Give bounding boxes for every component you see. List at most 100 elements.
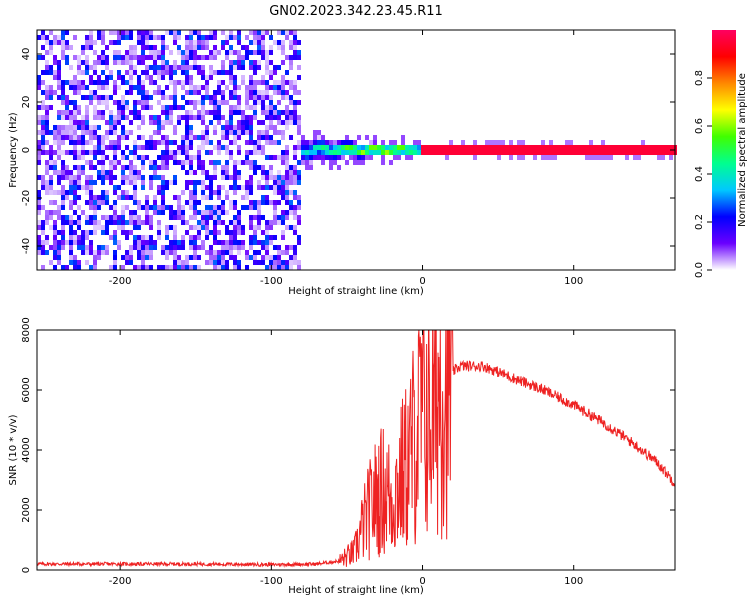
spectrogram-cell: [617, 150, 621, 155]
spectrogram-cell: [281, 135, 285, 140]
spectrogram-cell: [201, 185, 205, 190]
spectrogram-cell: [241, 230, 245, 235]
spectrogram-cell: [229, 90, 233, 95]
spectrogram-cell: [173, 125, 177, 130]
spectrogram-cell: [509, 150, 513, 155]
spectrogram-cell: [245, 55, 249, 60]
spectrogram-cell: [229, 200, 233, 205]
spectrogram-cell: [77, 55, 81, 60]
spectrogram-cell: [129, 110, 133, 115]
spectrogram-cell: [221, 100, 225, 105]
spectrogram-cell: [193, 155, 197, 160]
spectrogram-cell: [249, 235, 253, 240]
spectrogram-cell: [225, 165, 229, 170]
spectrogram-cell: [93, 90, 97, 95]
spectrogram-cell: [321, 150, 325, 155]
spectrogram-cell: [129, 75, 133, 80]
spectrogram-cell: [305, 140, 309, 145]
spectrogram-cell: [261, 200, 265, 205]
spectrogram-cell: [181, 165, 185, 170]
spectrogram-cell: [189, 205, 193, 210]
spectrogram-cell: [429, 150, 433, 155]
spectrogram-cell: [265, 85, 269, 90]
spectrogram-cell: [473, 140, 477, 145]
spectrogram-cell: [201, 55, 205, 60]
spectrogram-cell: [61, 165, 65, 170]
spectrogram-cell: [249, 65, 253, 70]
spectrogram-cell: [61, 85, 65, 90]
spectrogram-cell: [101, 225, 105, 230]
spectrogram-cell: [133, 145, 137, 150]
spectrogram-y-label: Frequency (Hz): [8, 112, 19, 188]
spectrogram-cell: [313, 150, 317, 155]
spectrogram-cell: [225, 55, 229, 60]
spectrogram-cell: [249, 125, 253, 130]
spectrogram-cell: [53, 210, 57, 215]
spectrogram-cell: [241, 160, 245, 165]
spectrogram-cell: [281, 155, 285, 160]
spectrogram-cell: [161, 55, 165, 60]
spectrogram-cell: [277, 120, 281, 125]
spectrogram-cell: [85, 250, 89, 255]
spectrogram-cell: [41, 240, 45, 245]
spectrogram-cell: [269, 115, 273, 120]
spectrogram-cell: [161, 60, 165, 65]
spectrogram-cell: [129, 150, 133, 155]
spectrogram-cell: [65, 80, 69, 85]
spectrogram-cell: [61, 240, 65, 245]
spectrogram-cell: [141, 175, 145, 180]
spectrogram-cell: [389, 145, 393, 150]
spectrogram-cell: [213, 95, 217, 100]
spectrogram-cell: [69, 185, 73, 190]
spectrogram-cell: [213, 55, 217, 60]
spectrogram-cell: [553, 145, 557, 150]
spectrogram-cell: [113, 215, 117, 220]
spectrogram-cell: [105, 200, 109, 205]
spectrogram-cell: [49, 165, 53, 170]
spectrogram-cell: [197, 65, 201, 70]
spectrogram-cell: [209, 100, 213, 105]
spectrogram-cell: [165, 265, 169, 270]
spectrogram-cell: [265, 240, 269, 245]
spectrogram-cell: [233, 90, 237, 95]
spectrogram-cell: [393, 155, 397, 160]
spectrogram-cell: [185, 220, 189, 225]
spectrogram-cell: [101, 145, 105, 150]
spectrogram-cell: [181, 245, 185, 250]
spectrogram-cell: [201, 135, 205, 140]
spectrogram-cell: [293, 250, 297, 255]
spectrogram-cell: [225, 40, 229, 45]
spectrogram-cell: [289, 55, 293, 60]
spectrogram-cell: [237, 175, 241, 180]
spectrogram-cell: [273, 190, 277, 195]
spectrogram-cell: [61, 195, 65, 200]
spectrogram-cell: [113, 255, 117, 260]
spectrogram-cell: [265, 195, 269, 200]
spectrogram-cell: [593, 145, 597, 150]
spectrogram-cell: [261, 215, 265, 220]
spectrogram-cell: [57, 205, 61, 210]
spectrogram-cell: [273, 180, 277, 185]
spectrogram-cell: [133, 175, 137, 180]
spectrogram-cell: [569, 140, 573, 145]
spectrogram-cell: [149, 180, 153, 185]
spectrogram-cell: [45, 140, 49, 145]
spectrogram-cell: [629, 145, 633, 150]
spectrogram-cell: [293, 175, 297, 180]
spectrogram-cell: [289, 210, 293, 215]
spectrogram-cell: [161, 75, 165, 80]
spectrogram-cell: [57, 180, 61, 185]
spectrogram-cell: [361, 160, 365, 165]
spectrogram-cell: [45, 85, 49, 90]
spectrogram-cell: [141, 205, 145, 210]
spectrogram-cell: [129, 165, 133, 170]
spectrogram-cell: [337, 145, 341, 150]
spectrogram-cell: [269, 225, 273, 230]
spectrogram-cell: [249, 95, 253, 100]
spectrogram-cell: [205, 80, 209, 85]
spectrogram-cell: [285, 70, 289, 75]
spectrogram-cell: [641, 140, 645, 145]
spectrogram-cell: [581, 145, 585, 150]
x-tick-label: -200: [109, 576, 132, 587]
